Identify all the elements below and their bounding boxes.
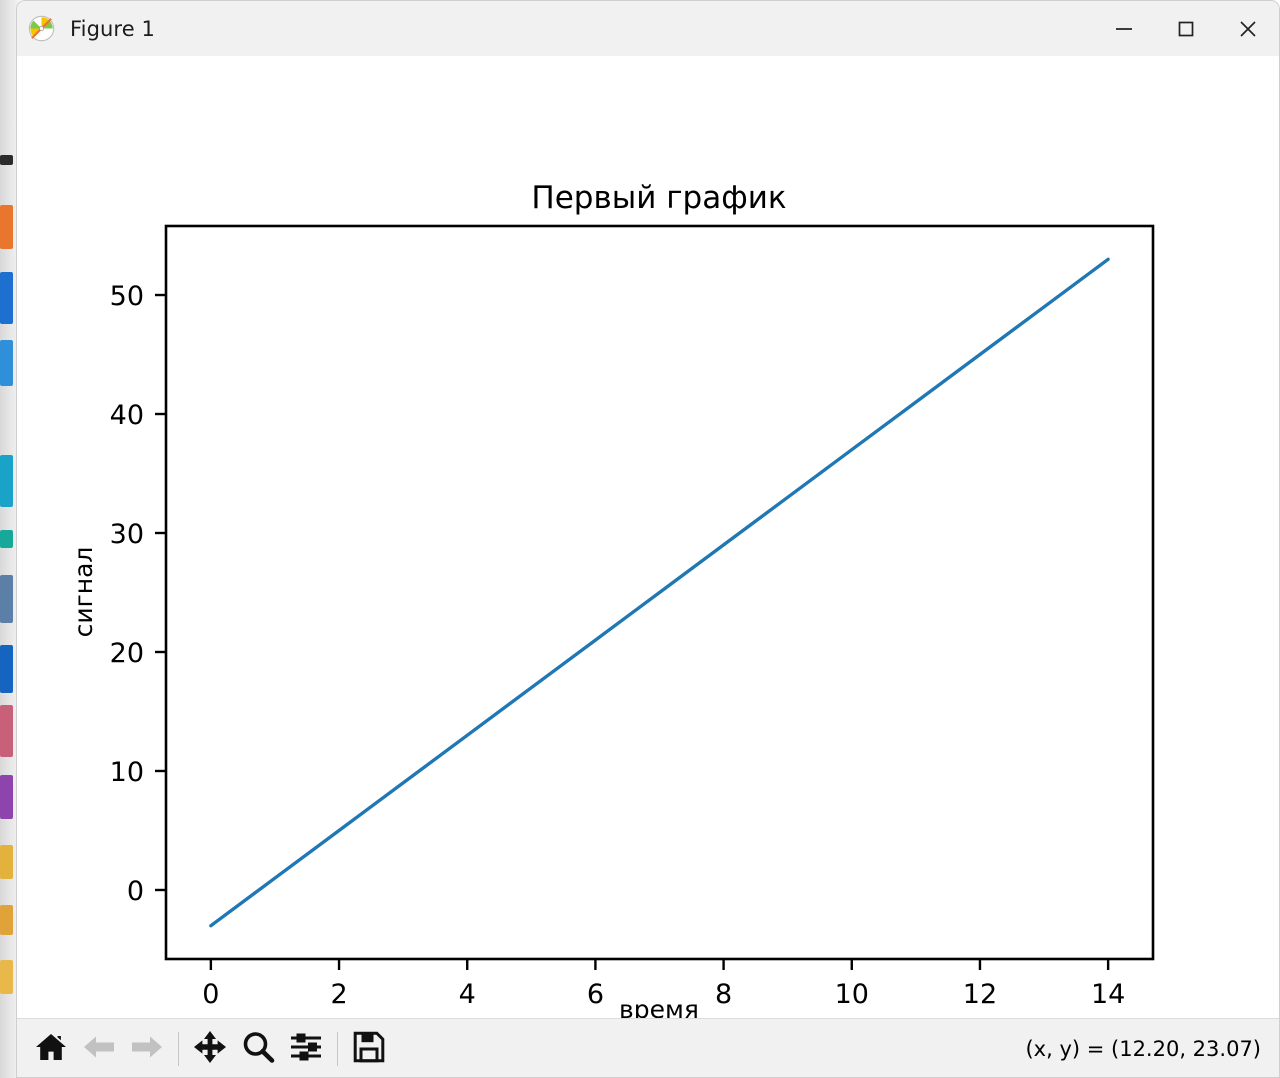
home-icon bbox=[33, 1029, 69, 1069]
background-app-icon bbox=[0, 845, 13, 879]
background-app-icon bbox=[0, 272, 13, 324]
toolbar-separator bbox=[337, 1031, 338, 1066]
save-button[interactable] bbox=[345, 1025, 393, 1073]
x-tick-label: 10 bbox=[835, 979, 869, 1010]
x-tick-label: 2 bbox=[330, 979, 347, 1010]
y-tick-label: 0 bbox=[127, 876, 144, 907]
toolbar-separator bbox=[178, 1031, 179, 1066]
background-app-icon bbox=[0, 575, 13, 623]
y-tick-label: 50 bbox=[110, 281, 144, 312]
close-button[interactable] bbox=[1217, 1, 1279, 56]
x-axis-ticks: 0 2 4 6 8 10 12 14 bbox=[202, 959, 1125, 1010]
background-app-icon bbox=[0, 775, 13, 819]
background-app-icon bbox=[0, 905, 13, 935]
background-app-icon bbox=[0, 340, 13, 386]
data-line-signal bbox=[209, 257, 1110, 928]
figure-window: Figure 1 Первый граф bbox=[16, 0, 1280, 1078]
x-axis-label: время bbox=[619, 995, 699, 1018]
figure-canvas[interactable]: Первый график 0 2 4 6 8 10 12 14 0 10 20 30 40 50 вр… bbox=[17, 56, 1279, 1018]
x-tick-label: 12 bbox=[963, 979, 997, 1010]
move-icon bbox=[192, 1029, 228, 1069]
background-app-icon bbox=[0, 155, 13, 165]
matplotlib-axes[interactable]: Первый график 0 2 4 6 8 10 12 14 0 10 20 30 40 50 вр… bbox=[17, 56, 1280, 1018]
forward-button[interactable] bbox=[123, 1025, 171, 1073]
magnifier-icon bbox=[240, 1029, 276, 1069]
window-controls bbox=[1093, 1, 1279, 56]
x-tick-label: 0 bbox=[202, 979, 219, 1010]
home-button[interactable] bbox=[27, 1025, 75, 1073]
navigation-toolbar: (x, y) = (12.20, 23.07) bbox=[17, 1018, 1279, 1077]
y-tick-label: 10 bbox=[110, 757, 144, 788]
window-title: Figure 1 bbox=[70, 16, 155, 41]
title-bar: Figure 1 bbox=[17, 1, 1279, 56]
minimize-button[interactable] bbox=[1093, 1, 1155, 56]
sliders-icon bbox=[288, 1029, 324, 1069]
background-app-icon bbox=[0, 960, 13, 994]
floppy-disk-icon bbox=[351, 1029, 387, 1069]
background-app-icon bbox=[0, 705, 13, 757]
x-tick-label: 8 bbox=[715, 979, 732, 1010]
pan-button[interactable] bbox=[186, 1025, 234, 1073]
chart-title: Первый график bbox=[531, 180, 786, 216]
configure-subplots-button[interactable] bbox=[282, 1025, 330, 1073]
coordinate-readout: (x, y) = (12.20, 23.07) bbox=[1025, 1036, 1261, 1061]
background-app-icon bbox=[0, 645, 13, 693]
back-button[interactable] bbox=[75, 1025, 123, 1073]
y-axis-ticks: 0 10 20 30 40 50 bbox=[110, 281, 166, 907]
x-tick-label: 6 bbox=[587, 979, 604, 1010]
background-app-icon bbox=[0, 455, 13, 507]
y-tick-label: 40 bbox=[110, 400, 144, 431]
maximize-button[interactable] bbox=[1155, 1, 1217, 56]
arrow-right-icon bbox=[129, 1029, 165, 1069]
matplotlib-icon bbox=[28, 15, 55, 42]
axes-spines bbox=[164, 224, 1155, 961]
background-app-icon bbox=[0, 530, 13, 548]
y-tick-label: 30 bbox=[110, 519, 144, 550]
background-app-strip bbox=[0, 0, 20, 1078]
y-tick-label: 20 bbox=[110, 638, 144, 669]
x-tick-label: 14 bbox=[1091, 979, 1125, 1010]
background-app-icon bbox=[0, 205, 13, 249]
y-axis-label: сигнал bbox=[69, 547, 98, 638]
arrow-left-icon bbox=[81, 1029, 117, 1069]
zoom-button[interactable] bbox=[234, 1025, 282, 1073]
x-tick-label: 4 bbox=[459, 979, 476, 1010]
